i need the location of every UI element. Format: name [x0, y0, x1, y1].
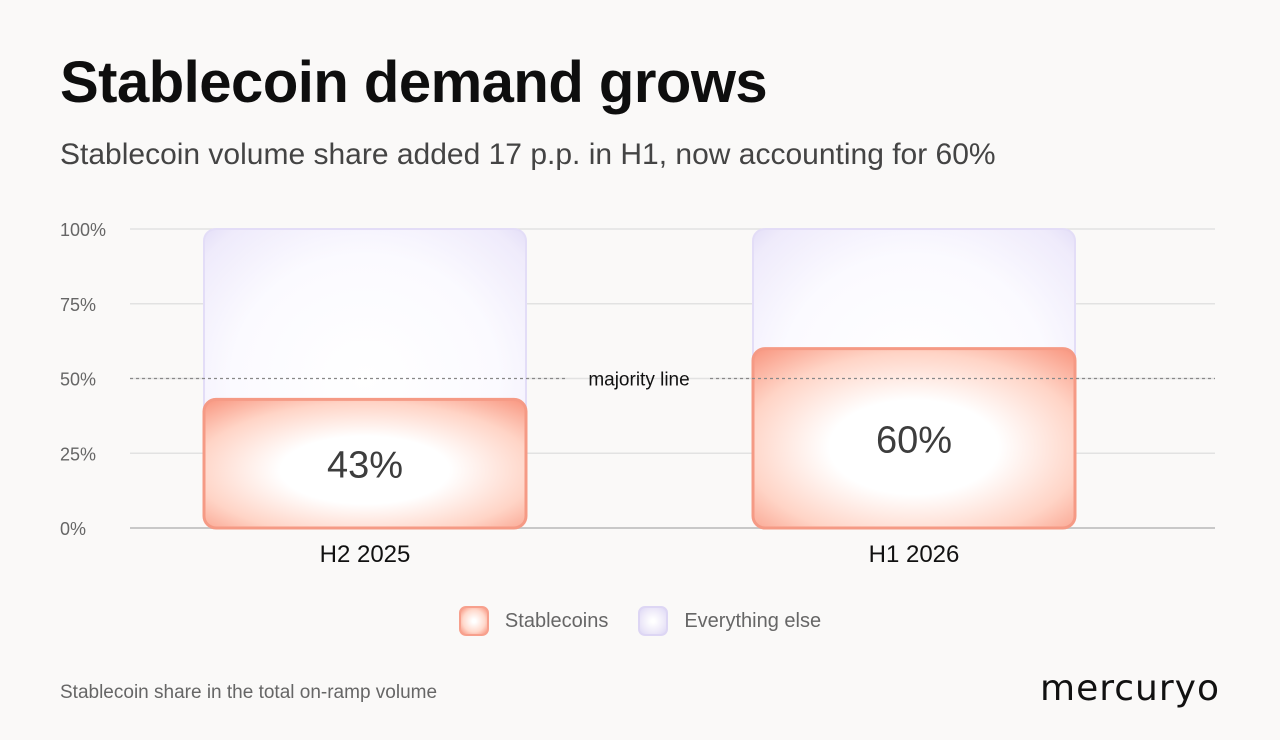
chart-title: Stablecoin demand grows	[60, 50, 768, 115]
bar-stablecoins	[202, 397, 528, 530]
y-tick-label: 50%	[60, 370, 96, 390]
x-tick-label: H2 2025	[320, 541, 411, 568]
chart-subtitle: Stablecoin volume share added 17 p.p. in…	[60, 138, 996, 171]
y-tick-label: 75%	[60, 295, 96, 315]
stacked-bar-chart: 0% 25% 50% 75% 100% 43% H2 2025 60% H1 2026 major…	[60, 220, 1215, 568]
footnote: Stablecoin share in the total on-ramp vo…	[60, 682, 438, 703]
bar-stablecoins	[751, 347, 1077, 530]
majority-line-label: majority line	[588, 370, 689, 391]
legend-item-stablecoins: Stablecoins	[458, 606, 609, 636]
legend-item-everything-else: Everything else	[638, 606, 821, 636]
data-label: 60%	[876, 419, 952, 461]
y-tick-label: 0%	[60, 519, 86, 539]
legend-label-stablecoins: Stablecoins	[504, 609, 609, 632]
y-tick-label: 25%	[60, 444, 96, 464]
x-tick-label: H1 2026	[869, 541, 960, 568]
brand-logo: mercuryo	[1040, 668, 1220, 709]
legend-label-everything-else: Everything else	[684, 609, 822, 632]
chart-legend: Stablecoins Everything else	[0, 606, 1280, 636]
data-label: 43%	[327, 445, 403, 487]
legend-swatch-stablecoins	[458, 606, 489, 636]
y-tick-label: 100%	[60, 220, 106, 240]
legend-swatch-everything-else	[638, 606, 669, 636]
